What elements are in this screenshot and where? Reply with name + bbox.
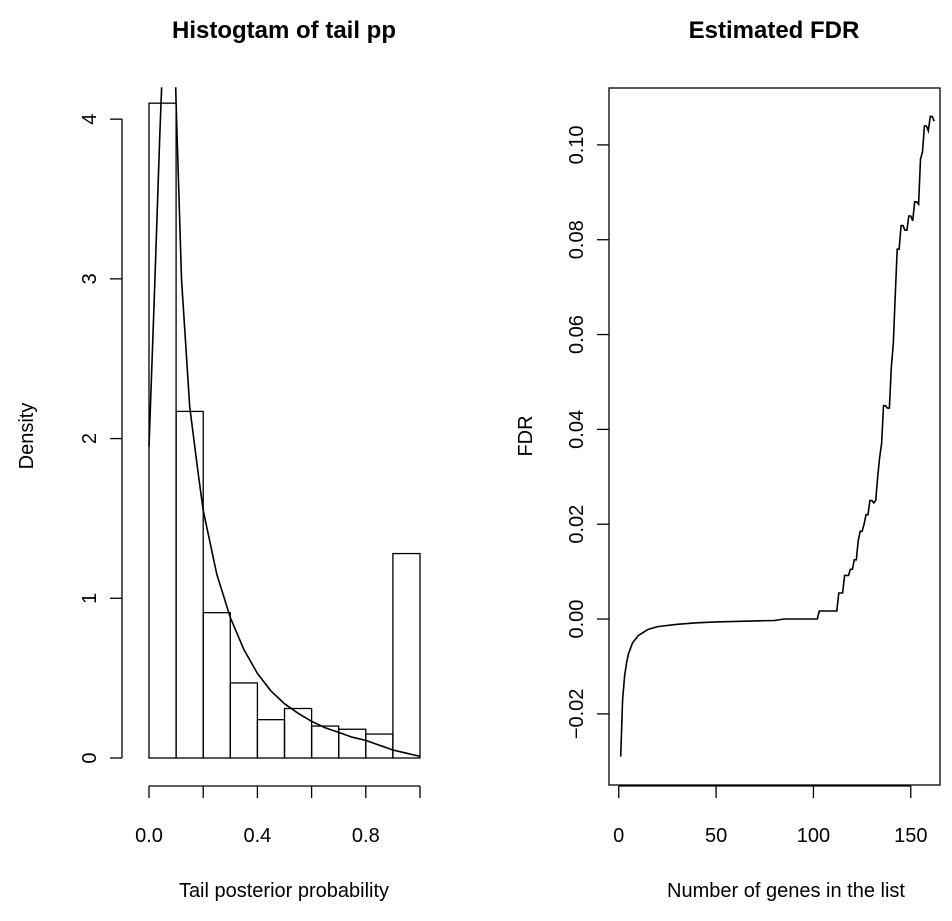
histogram-x-tick-label: 0.8 — [352, 825, 380, 847]
histogram-x-axis: 0.0 0.4 0.8 — [135, 785, 421, 847]
fdr-x-tick-label: 0 — [613, 825, 624, 847]
histogram-bar — [229, 682, 259, 759]
histogram-y-axis-label: Density — [16, 403, 38, 470]
histogram-x-tick-label: 0.0 — [135, 825, 163, 847]
fdr-y-tick-label: 0.06 — [566, 315, 588, 354]
histogram-y-tick-label: 3 — [79, 273, 101, 284]
histogram-bar — [202, 612, 231, 759]
histogram-y-tick-label: 2 — [79, 433, 101, 444]
histogram-x-tick-label: 0.4 — [243, 825, 271, 847]
histogram-bars — [148, 102, 421, 759]
fdr-y-tick-label: 0.10 — [566, 125, 588, 164]
fdr-y-tick-label: 0.02 — [566, 505, 588, 544]
histogram-x-axis-label: Tail posterior probability — [179, 880, 389, 902]
fdr-line — [619, 115, 935, 757]
histogram-bar — [148, 102, 177, 759]
fdr-y-tick-label: 0.08 — [566, 220, 588, 259]
fdr-y-axis-label: FDR — [515, 415, 537, 456]
histogram-y-tick-label: 0 — [79, 752, 101, 763]
fdr-y-tick-label: 0.04 — [566, 410, 588, 449]
fdr-x-axis-label: Number of genes in the list — [667, 880, 905, 902]
histogram-bar — [392, 552, 421, 759]
histogram-bar — [175, 410, 204, 759]
histogram-bar — [256, 719, 286, 759]
fdr-plot-box — [608, 87, 941, 786]
fdr-x-tick-label: 50 — [705, 825, 727, 847]
histogram-y-tick-label: 4 — [79, 114, 101, 125]
histogram-y-axis: 0 1 2 3 4 — [79, 114, 123, 764]
fdr-panel: Estimated FDR FDR Number of genes in the… — [515, 17, 941, 902]
fdr-x-axis: 0 50 100 150 — [613, 785, 927, 847]
fdr-x-tick-label: 100 — [797, 825, 830, 847]
fdr-y-tick-label: 0.00 — [566, 600, 588, 639]
fdr-y-tick-label: −0.02 — [566, 689, 588, 740]
histogram-panel: Histogtam of tail pp Density Tail poster… — [16, 17, 421, 902]
fdr-y-axis: −0.02 0.00 0.02 0.04 0.06 0.08 0.10 — [566, 125, 609, 739]
histogram-y-tick-label: 1 — [79, 593, 101, 604]
histogram-title: Histogtam of tail pp — [172, 17, 396, 44]
fdr-title: Estimated FDR — [689, 17, 860, 44]
fdr-x-tick-label: 150 — [894, 825, 927, 847]
density-curve — [148, 87, 421, 758]
histogram-bar — [283, 707, 313, 759]
